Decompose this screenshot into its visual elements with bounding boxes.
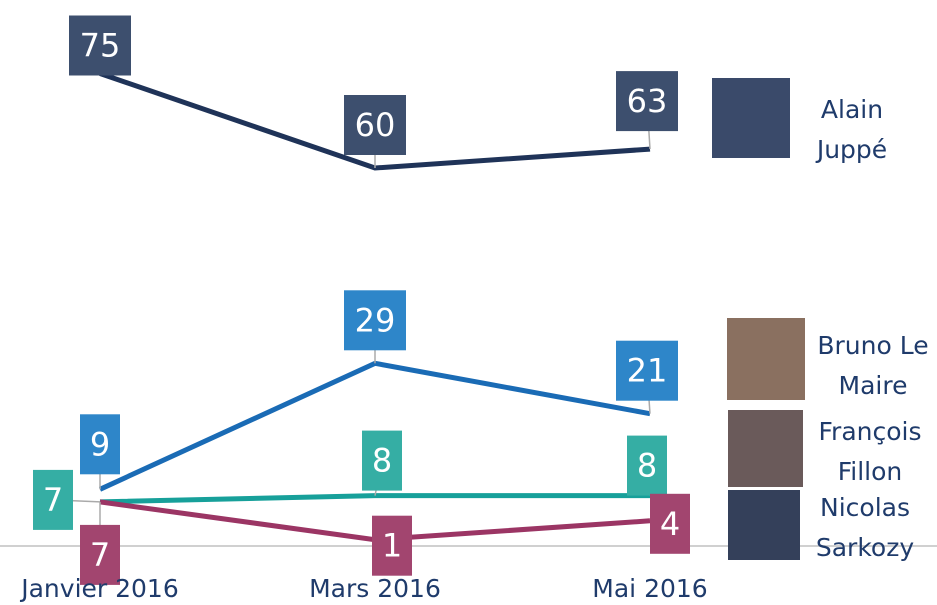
legend-label: Bruno Le Maire [813,326,933,406]
photo [728,490,800,560]
value-label: 63 [627,82,668,120]
legend-label: Alain Juppé [792,90,912,170]
photo [727,318,805,400]
x-tick-label: Janvier 2016 [19,574,179,603]
line [100,496,650,502]
value-label: 9 [90,425,110,463]
value-label: 8 [372,442,392,480]
value-label: 7 [90,536,110,574]
legend-label: François Fillon [810,412,930,492]
chart: 75 60 63 9 29 21 7 8 8 7 1 4 Janvier 2016 Mars 2016 Ma… [0,0,937,605]
x-tick-label: Mars 2016 [309,574,441,603]
value-label: 7 [43,481,63,519]
value-label: 21 [627,352,668,390]
value-label: 75 [80,27,121,65]
photo [728,410,803,487]
legend-label: Nicolas Sarkozy [805,488,925,568]
value-label: 1 [382,527,402,565]
photo [712,78,790,158]
value-label: 29 [355,301,396,339]
value-label: 60 [355,106,396,144]
x-tick-label: Mai 2016 [592,574,707,603]
value-label: 8 [637,447,657,485]
value-label: 4 [660,505,680,543]
